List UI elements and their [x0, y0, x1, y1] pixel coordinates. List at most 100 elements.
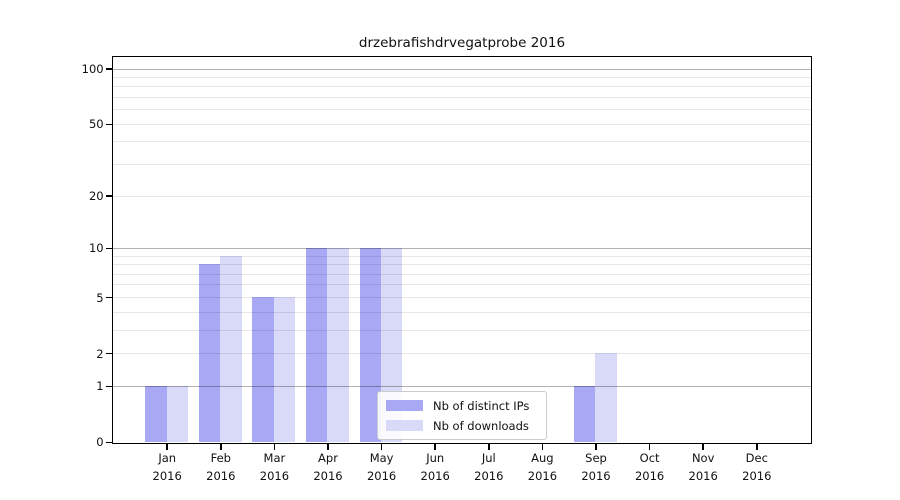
bar-ips-may — [359, 247, 381, 442]
gridline-major-100 — [113, 68, 811, 70]
x-tick-year: 2016 — [688, 468, 718, 483]
y-tick-label-50: 50 — [88, 117, 104, 132]
gridline-minor-2 — [113, 352, 811, 354]
bar-downloads-mar — [273, 296, 296, 442]
y-tick-mark-0 — [106, 441, 112, 444]
x-tick-year: 2016 — [366, 468, 397, 483]
bar-ips-apr — [306, 247, 328, 442]
bar-downloads-sep — [595, 352, 617, 442]
gridline-minor-30 — [113, 164, 811, 166]
x-tick-year: 2016 — [581, 468, 611, 483]
x-tick-month: Oct — [639, 451, 660, 465]
x-tick-year: 2016 — [474, 468, 504, 483]
x-tick-month: Aug — [531, 451, 554, 465]
x-tick-mark-aug — [541, 444, 544, 450]
x-tick-year: 2016 — [634, 468, 665, 483]
gridline-minor-6 — [113, 284, 811, 286]
x-tick-mark-nov — [702, 444, 704, 450]
legend-label-ips: Nb of distinct IPs — [433, 398, 530, 413]
x-tick-label-oct: Oct 2016 — [618, 450, 682, 485]
y-tick-mark-1 — [106, 385, 112, 388]
legend: Nb of distinct IPs Nb of downloads — [377, 391, 547, 440]
x-tick-mark-may — [380, 444, 383, 450]
x-tick-month: Jul — [481, 451, 496, 465]
gridline-minor-4 — [113, 311, 811, 313]
x-tick-year: 2016 — [206, 468, 236, 483]
y-tick-label-2: 2 — [96, 346, 104, 361]
x-tick-month: Dec — [745, 451, 768, 465]
gridline-minor-60 — [113, 109, 811, 111]
x-tick-year: 2016 — [527, 468, 558, 483]
y-tick-mark-5 — [106, 296, 112, 299]
x-tick-label-mar: Mar 2016 — [242, 450, 306, 485]
bar-downloads-jan — [166, 385, 188, 442]
x-tick-label-jul: Jul 2016 — [457, 450, 521, 485]
gridline-minor-7 — [113, 273, 811, 275]
x-tick-mark-jun — [434, 444, 436, 450]
x-tick-year: 2016 — [259, 468, 290, 483]
bar-ips-sep — [574, 385, 596, 442]
gridline-minor-3 — [113, 329, 811, 331]
y-tick-label-1: 1 — [96, 379, 104, 394]
bar-ips-jan — [145, 385, 167, 442]
y-tick-mark-10 — [106, 247, 112, 250]
y-tick-label-10: 10 — [88, 241, 104, 256]
legend-item-ips: Nb of distinct IPs — [386, 398, 538, 413]
x-tick-year: 2016 — [313, 468, 343, 483]
y-tick-mark-20 — [106, 195, 112, 197]
x-tick-month: Mar — [263, 451, 286, 465]
x-tick-month: Nov — [691, 451, 715, 465]
x-tick-year: 2016 — [420, 468, 450, 483]
gridline-minor-80 — [113, 86, 811, 88]
legend-label-downloads: Nb of downloads — [433, 418, 529, 433]
x-tick-mark-dec — [756, 444, 758, 450]
bar-downloads-apr — [327, 247, 349, 442]
gridline-minor-90 — [113, 77, 811, 79]
gridline-minor-70 — [113, 97, 811, 99]
gridline-minor-20 — [113, 195, 811, 197]
x-tick-mark-feb — [220, 444, 222, 450]
bar-downloads-feb — [220, 255, 242, 442]
plot-inner — [113, 57, 811, 443]
y-tick-mark-2 — [106, 352, 112, 355]
bar-ips-feb — [198, 264, 221, 442]
x-tick-label-jan: Jan 2016 — [135, 450, 199, 485]
y-tick-label-100: 100 — [81, 62, 104, 77]
x-tick-month: Jan — [158, 451, 177, 465]
x-tick-label-sep: Sep 2016 — [564, 450, 628, 485]
y-tick-label-0: 0 — [96, 435, 104, 450]
x-tick-mark-sep — [595, 444, 597, 450]
x-tick-mark-jan — [166, 444, 168, 450]
gridline-minor-40 — [113, 141, 811, 143]
gridline-major-10 — [113, 247, 811, 249]
x-tick-label-apr: Apr 2016 — [296, 450, 360, 485]
x-tick-label-nov: Nov 2016 — [671, 450, 735, 485]
x-tick-label-aug: Aug 2016 — [510, 450, 574, 485]
plot-area — [112, 56, 812, 444]
x-tick-label-jun: Jun 2016 — [403, 450, 467, 485]
x-tick-label-may: May 2016 — [350, 450, 414, 485]
legend-swatch-downloads — [386, 420, 423, 431]
x-tick-year: 2016 — [152, 468, 182, 483]
x-tick-label-dec: Dec 2016 — [725, 450, 789, 485]
gridline-minor-8 — [113, 264, 811, 266]
gridline-major-1 — [113, 385, 811, 387]
bar-ips-mar — [252, 296, 274, 442]
gridline-minor-5 — [113, 296, 811, 298]
y-tick-mark-100 — [106, 68, 112, 70]
x-tick-month: May — [369, 451, 394, 465]
y-tick-label-5: 5 — [96, 290, 104, 305]
x-tick-year: 2016 — [742, 468, 772, 483]
x-tick-mark-apr — [327, 444, 329, 450]
x-tick-mark-mar — [273, 444, 276, 450]
x-tick-mark-oct — [648, 444, 651, 450]
legend-swatch-ips — [386, 400, 423, 411]
gridline-minor-50 — [113, 123, 811, 125]
x-tick-month: Apr — [318, 451, 338, 465]
x-tick-month: Sep — [585, 451, 607, 465]
x-tick-month: Jun — [426, 451, 445, 465]
x-tick-mark-jul — [488, 444, 490, 450]
y-tick-label-20: 20 — [88, 189, 104, 204]
legend-item-downloads: Nb of downloads — [386, 418, 538, 433]
